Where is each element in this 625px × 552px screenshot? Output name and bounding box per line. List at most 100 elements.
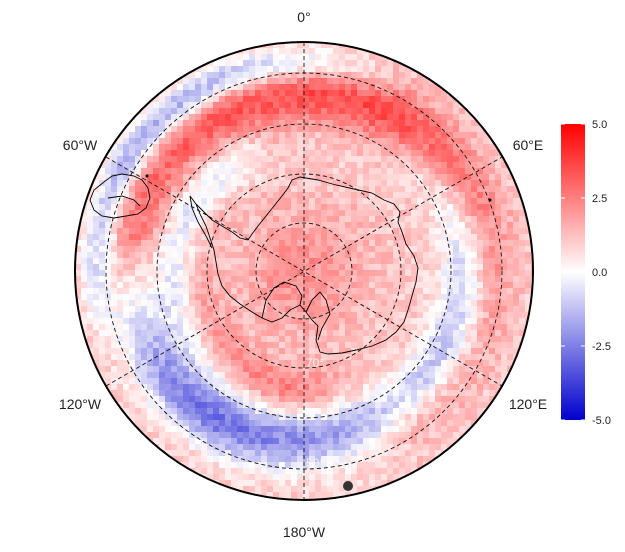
field-cell [159,378,166,385]
field-cell [321,234,328,241]
field-cell [291,384,298,391]
field-cell [243,234,250,241]
field-cell [285,348,292,355]
field-cell [261,210,268,217]
field-cell [327,492,334,499]
field-cell [399,426,406,433]
field-cell [315,408,322,415]
field-cell [417,438,424,445]
field-cell [171,114,178,121]
field-cell [357,474,364,481]
field-cell [219,210,226,217]
field-cell [507,264,514,271]
field-cell [153,144,160,151]
latitude-circle [255,222,353,320]
field-cell [249,438,256,445]
field-cell [525,240,532,247]
field-cell [519,216,526,223]
field-cell [333,258,340,265]
field-cell [501,300,508,307]
field-cell [183,462,190,469]
field-cell [507,318,514,325]
field-cell [303,486,310,493]
field-cell [153,276,160,283]
field-cell [441,324,448,331]
field-cell [195,366,202,373]
field-cell [243,84,250,91]
field-cell [357,276,364,283]
field-cell [159,162,166,169]
field-cell [279,84,286,91]
field-cell [411,210,418,217]
field-cell [159,126,166,133]
field-cell [147,252,154,259]
field-cell [381,270,388,277]
field-cell [153,252,160,259]
field-cell [195,444,202,451]
field-cell [459,258,466,265]
field-cell [219,426,226,433]
field-cell [219,384,226,391]
field-cell [285,162,292,169]
field-cell [297,402,304,409]
field-cell [453,390,460,397]
field-cell [303,420,310,427]
field-cell [285,372,292,379]
field-cell [333,324,340,331]
field-cell [513,222,520,229]
field-cell [165,438,172,445]
field-cell [477,126,484,133]
field-cell [255,354,262,361]
field-cell [513,192,520,199]
field-cell [453,114,460,121]
field-cell [249,210,256,217]
field-cell [429,438,436,445]
field-cell [153,210,160,217]
field-cell [213,468,220,475]
field-cell [327,456,334,463]
field-cell [519,240,526,247]
field-cell [405,222,412,229]
field-cell [357,456,364,463]
field-cell [159,270,166,277]
field-cell [225,84,232,91]
field-cell [393,402,400,409]
field-cell [327,264,334,271]
field-cell [369,276,376,283]
field-cell [249,222,256,229]
field-cell [327,168,334,175]
field-cell [267,144,274,151]
field-cell [153,420,160,427]
field-cell [363,468,370,475]
field-cell [279,450,286,457]
field-cell [243,54,250,61]
field-cell [363,378,370,385]
lat-label-70: 70° [306,356,324,370]
field-cell [315,186,322,193]
field-cell [81,282,88,289]
field-cell [447,108,454,115]
field-cell [519,276,526,283]
field-cell [429,354,436,361]
field-cell [405,282,412,289]
field-cell [201,294,208,301]
field-cell [255,132,262,139]
latitude-circle [206,173,402,369]
field-cell [357,444,364,451]
field-cell [393,168,400,175]
field-cell [111,336,118,343]
field-cell [381,96,388,103]
field-cell [213,402,220,409]
field-cell [411,162,418,169]
field-cell [93,348,100,355]
field-cell [441,300,448,307]
field-cell [177,402,184,409]
field-cell [495,150,502,157]
field-cell [495,252,502,259]
field-cell [375,396,382,403]
field-cell [375,390,382,397]
field-cell [273,192,280,199]
field-cell [117,366,124,373]
field-cell [375,90,382,97]
field-cell [411,240,418,247]
